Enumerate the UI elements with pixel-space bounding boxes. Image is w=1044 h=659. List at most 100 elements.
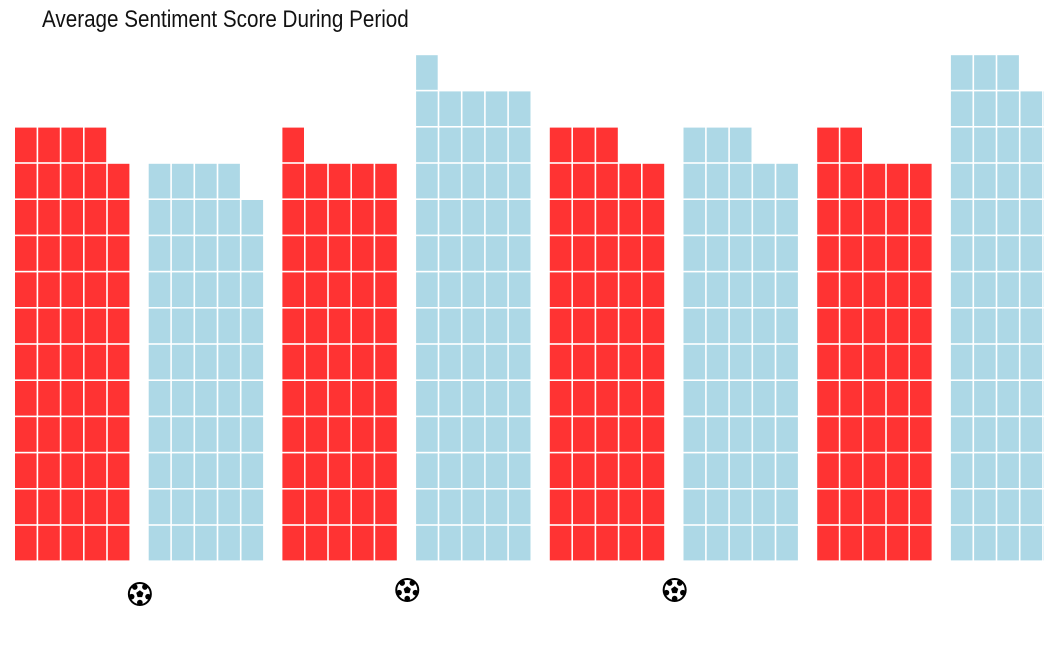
waffle-cell	[61, 127, 83, 163]
waffle-cell	[863, 489, 886, 525]
waffle-cell	[549, 272, 572, 307]
waffle-cell	[753, 308, 775, 344]
waffle-cell	[886, 525, 909, 561]
waffle-cell	[753, 200, 775, 235]
waffle-cell	[171, 525, 194, 561]
waffle-cell	[706, 127, 729, 163]
waffle-cell	[1020, 489, 1043, 525]
waffle-cell	[61, 344, 83, 380]
waffle-cell	[282, 127, 304, 163]
waffle-cell	[642, 163, 665, 199]
waffle-cell	[462, 127, 485, 163]
waffle-cell	[439, 91, 461, 126]
waffle-cell	[416, 417, 438, 452]
waffle-cell	[107, 381, 130, 416]
waffle-cell	[462, 308, 485, 344]
waffle-cell	[282, 381, 304, 416]
waffle-cell	[840, 163, 862, 199]
waffle-cell	[642, 525, 665, 561]
waffle-cell	[683, 453, 706, 488]
waffle-cell	[508, 417, 531, 452]
waffle-cell	[642, 344, 665, 380]
waffle-column-4	[416, 55, 531, 561]
waffle-cell	[375, 453, 397, 488]
waffle-cell	[950, 525, 973, 561]
waffle-cell	[84, 453, 107, 488]
waffle-cell	[910, 525, 932, 561]
waffle-cell	[375, 308, 397, 344]
waffle-cell	[15, 489, 37, 525]
waffle-cell	[282, 236, 304, 271]
waffle-cell	[218, 200, 240, 235]
waffle-cell	[241, 272, 264, 307]
waffle-cell	[84, 272, 107, 307]
waffle-cell	[619, 236, 641, 271]
waffle-cell	[148, 236, 171, 271]
waffle-cell	[619, 525, 641, 561]
waffle-cell	[596, 417, 618, 452]
waffle-cell	[974, 272, 996, 307]
waffle-cell	[619, 381, 641, 416]
waffle-cell	[462, 272, 485, 307]
waffle-cell	[619, 200, 641, 235]
waffle-cell	[38, 163, 60, 199]
waffle-cell	[462, 200, 485, 235]
waffle-cell	[15, 272, 37, 307]
waffle-cell	[817, 236, 839, 271]
waffle-cell	[886, 272, 909, 307]
waffle-cell	[729, 489, 752, 525]
waffle-cell	[997, 127, 1019, 163]
waffle-cell	[416, 236, 438, 271]
waffle-cell	[549, 489, 572, 525]
waffle-cell	[282, 417, 304, 452]
waffle-cell	[485, 344, 508, 380]
waffle-cell	[485, 417, 508, 452]
waffle-cell	[38, 200, 60, 235]
waffle-cell	[619, 272, 641, 307]
waffle-column-8	[950, 55, 1044, 561]
waffle-cell	[375, 489, 397, 525]
waffle-cell	[642, 236, 665, 271]
waffle-cell	[171, 236, 194, 271]
waffle-cell	[195, 453, 217, 488]
waffle-cell	[753, 163, 775, 199]
waffle-cell	[706, 200, 729, 235]
waffle-cell	[910, 272, 932, 307]
waffle-cell	[171, 308, 194, 344]
waffle-cell	[573, 417, 595, 452]
waffle-cell	[439, 308, 461, 344]
waffle-cell	[1020, 91, 1043, 126]
waffle-cell	[776, 525, 798, 561]
waffle-cell	[508, 489, 531, 525]
waffle-cell	[328, 381, 351, 416]
waffle-cell	[642, 417, 665, 452]
waffle-cell	[950, 308, 973, 344]
waffle-cell	[619, 308, 641, 344]
waffle-cell	[950, 489, 973, 525]
waffle-cell	[241, 525, 264, 561]
waffle-cell	[107, 236, 130, 271]
waffle-cell	[950, 344, 973, 380]
waffle-cell	[997, 489, 1019, 525]
waffle-cell	[997, 381, 1019, 416]
waffle-cell	[642, 272, 665, 307]
waffle-cell	[352, 417, 374, 452]
waffle-cell	[15, 163, 37, 199]
waffle-cell	[84, 525, 107, 561]
waffle-cell	[573, 453, 595, 488]
waffle-cell	[706, 308, 729, 344]
waffle-cell	[485, 453, 508, 488]
waffle-cell	[776, 163, 798, 199]
waffle-cell	[61, 163, 83, 199]
waffle-column-2	[148, 163, 264, 561]
waffle-cell	[416, 163, 438, 199]
waffle-cell	[485, 91, 508, 126]
waffle-cell	[729, 525, 752, 561]
waffle-cell	[683, 417, 706, 452]
waffle-cell	[863, 381, 886, 416]
waffle-cell	[817, 200, 839, 235]
waffle-cell	[753, 236, 775, 271]
waffle-cell	[1020, 417, 1043, 452]
waffle-cell	[195, 236, 217, 271]
waffle-cell	[508, 91, 531, 126]
